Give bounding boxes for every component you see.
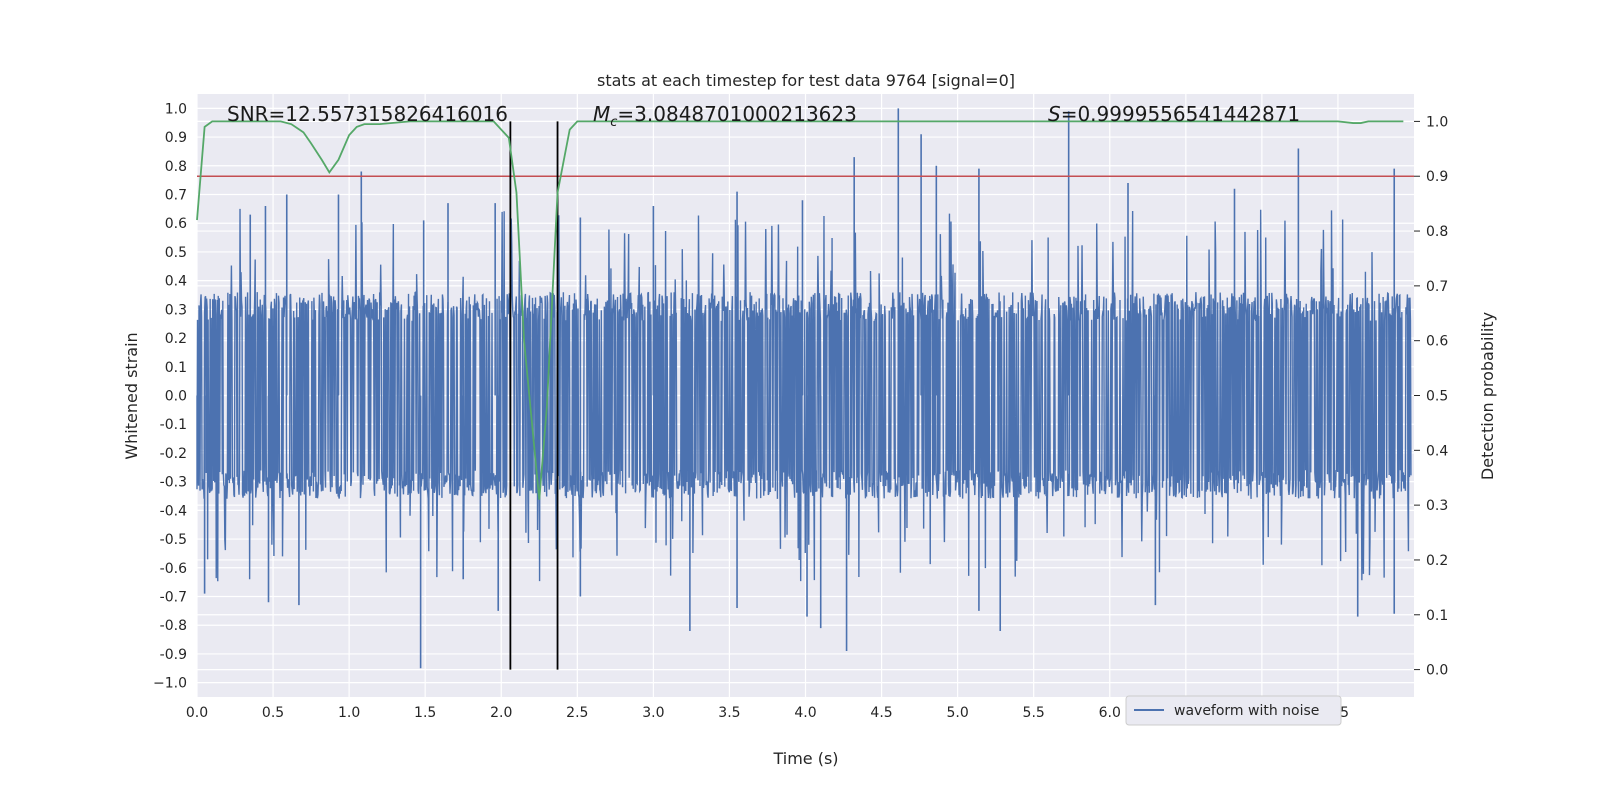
y-left-tick-label: -0.1	[160, 417, 187, 433]
legend-label: waveform with noise	[1174, 703, 1319, 719]
x-tick-label: 0.0	[186, 705, 208, 721]
y-right-tick-label: 0.9	[1426, 169, 1448, 185]
y-axis-label-left: Whitened strain	[122, 332, 141, 459]
x-tick-label: 5.0	[946, 705, 968, 721]
y-left-tick-label: -0.8	[160, 618, 187, 634]
snr-annotation: SNR=12.557315826416016	[227, 102, 508, 126]
chirp-mass-annotation: Mc=3.0848701000213623	[593, 102, 857, 130]
s-value: =0.9999556541442871	[1061, 102, 1300, 126]
x-tick-label: 1.0	[338, 705, 360, 721]
x-tick-label: 4.5	[870, 705, 892, 721]
legend-box	[1125, 695, 1342, 726]
y-right-tick-label: 0.1	[1426, 608, 1448, 624]
x-tick-label: 1.5	[414, 705, 436, 721]
y-left-tick-label: -0.2	[160, 446, 187, 462]
y-left-tick-label: -0.7	[160, 590, 187, 606]
y-left-tick-label: 0.5	[165, 245, 187, 261]
y-left-tick-label: 1.0	[165, 101, 187, 117]
waveform-line	[196, 208, 1412, 582]
chart-title: stats at each timestep for test data 976…	[597, 71, 1015, 90]
x-tick-label: 3.5	[718, 705, 740, 721]
x-axis-label: Time (s)	[772, 749, 838, 768]
y-left-tick-label: -0.5	[160, 532, 187, 548]
y-left-tick-label: 0.6	[165, 216, 187, 232]
y-left-tick-label: -0.6	[160, 561, 187, 577]
chirp-mass-value: =3.0848701000213623	[617, 102, 856, 126]
legend: waveform with noise	[1125, 695, 1342, 726]
x-tick-label: 0.5	[262, 705, 284, 721]
y-right-tick-label: 1.0	[1426, 114, 1448, 130]
chirp-mass-symbol: M	[593, 102, 610, 126]
x-tick-label: 3.0	[642, 705, 664, 721]
y-right-tick-label: 0.3	[1426, 498, 1448, 514]
overlay-lines	[196, 120, 1414, 670]
y-right-tick-label: 0.8	[1426, 224, 1448, 240]
y-right-tick-label: 0.4	[1426, 443, 1448, 459]
s-symbol: S	[1048, 102, 1061, 126]
y-right-tick-label: 0.2	[1426, 553, 1448, 569]
s-annotation: S=0.9999556541442871	[1048, 102, 1300, 126]
y-left-tick-label: 0.3	[165, 302, 187, 318]
y-left-tick-label: 0.2	[165, 331, 187, 347]
y-left-tick-label: 0.8	[165, 159, 187, 175]
y-left-tick-label: -0.3	[160, 475, 187, 491]
y-left-tick-label: 0.4	[165, 274, 187, 290]
x-tick-label: 2.5	[566, 705, 588, 721]
x-tick-label: 4.0	[794, 705, 816, 721]
y-axis-label-right: Detection probability	[1478, 312, 1497, 480]
detection-probability-line	[196, 120, 1404, 500]
y-right-tick-label: 0.5	[1426, 389, 1448, 405]
y-right-tick-label: 0.0	[1426, 663, 1448, 679]
y-left-tick-label: 0.0	[165, 389, 187, 405]
y-left-tick-label: -0.9	[160, 647, 187, 663]
y-right-tick-label: 0.7	[1426, 279, 1448, 295]
y-left-tick-label: 0.1	[165, 360, 187, 376]
x-tick-label: 6.0	[1099, 705, 1121, 721]
y-left-tick-label: -0.4	[160, 503, 187, 519]
y-left-tick-label: −1.0	[153, 676, 187, 692]
x-tick-label: 5.5	[1023, 705, 1045, 721]
chirp-mass-subscript: c	[610, 115, 617, 130]
y-left-tick-label: 0.7	[165, 188, 187, 204]
x-tick-label: 2.0	[490, 705, 512, 721]
waveform-series	[196, 108, 1412, 669]
y-right-tick-label: 0.6	[1426, 334, 1448, 350]
y-left-tick-label: 0.9	[165, 130, 187, 146]
